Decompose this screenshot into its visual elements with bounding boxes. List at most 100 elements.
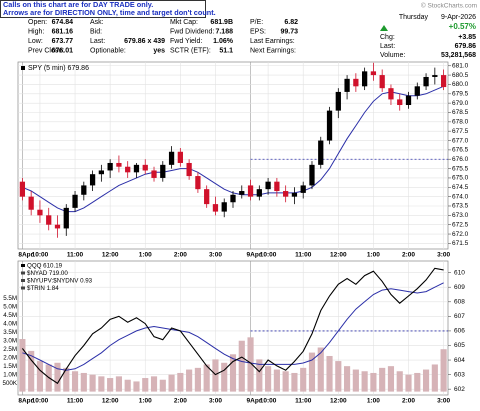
y-tick-label: 671.5 (452, 240, 469, 247)
y2-tick-label: 604 (454, 357, 465, 364)
candle-body (309, 164, 315, 186)
volume-bar (300, 367, 307, 392)
quote-value: 7.188 (215, 28, 233, 35)
volume-bar (203, 364, 210, 392)
price-line (21, 267, 444, 385)
chart-title: SPY (5 min) 679.86 (28, 65, 89, 72)
candle-body (326, 110, 333, 141)
x-tick-label: 12:00 (102, 252, 119, 259)
quote-label: Optionable: (90, 47, 126, 54)
candle-body (247, 185, 254, 197)
x-tick-label: 2:00 (174, 398, 187, 405)
note-line: Calls on this chart are for DAY TRADE on… (3, 0, 153, 9)
volume-bar (431, 364, 438, 392)
quote-label: P/E: (250, 19, 263, 26)
volume-bar (80, 372, 87, 392)
volume-bar (229, 354, 237, 392)
y-tick-label: 3.5M (3, 329, 17, 336)
quote-label: Next Earnings: (250, 47, 296, 54)
legend-label: QQQ 610.19 (27, 263, 63, 270)
volume-bar (308, 352, 316, 392)
y-tick-label: 676.0 (452, 156, 469, 163)
candle-body (265, 181, 271, 190)
candle-body (204, 189, 210, 205)
quote-label: Low: (28, 38, 43, 45)
copyright: © StockCharts.com (421, 2, 477, 10)
quote-label: Open: (28, 19, 47, 26)
volume-bar (212, 359, 219, 392)
candle-body (63, 207, 69, 229)
y-tick-label: 2.5M (3, 346, 17, 353)
quote-label: Ask: (90, 19, 104, 26)
y-tick-label: 673.5 (452, 203, 469, 210)
x-tick-label: 1:00 (367, 398, 380, 405)
y2-tick-label: 610 (454, 269, 465, 276)
y-tick-label: 680.0 (452, 81, 469, 88)
y-tick-label: 5.0M (3, 303, 17, 310)
y2-tick-label: 608 (454, 299, 465, 306)
y-tick-label: 675.0 (452, 175, 469, 182)
weekday: Thursday (399, 14, 429, 21)
y-tick-label: 500K (3, 380, 18, 387)
candle-body (221, 202, 227, 212)
candle-body (37, 209, 43, 216)
candle-body (160, 164, 166, 178)
y2-tick-label: 605 (454, 342, 465, 349)
x-tick-label: 1:00 (367, 252, 380, 259)
candle-body (432, 75, 438, 77)
volume-bar (71, 371, 79, 392)
volume-bar (370, 372, 377, 392)
legend-swatch (21, 66, 25, 70)
x-tick-label: 12:00 (102, 398, 119, 405)
volume-bar (291, 372, 298, 392)
volume-bar (133, 381, 140, 392)
volume-bar (273, 369, 280, 392)
volume-bar (168, 374, 175, 392)
y-tick-label: 677.5 (452, 128, 469, 135)
x-tick-label: 10:00 (32, 252, 49, 259)
candle-body (353, 78, 359, 87)
candle-body (195, 176, 201, 190)
quote-value: 1.06% (213, 38, 234, 45)
volume-bar (344, 366, 351, 392)
candle-body (440, 75, 447, 88)
quote-value: 99.73 (280, 28, 298, 35)
volume-bar (405, 374, 412, 392)
chg-label: Chg: (380, 34, 395, 41)
volume-bar (414, 372, 421, 392)
y-tick-label: 676.5 (452, 147, 469, 154)
moving-average (22, 282, 444, 371)
candle-body (54, 224, 61, 229)
volume-bar (247, 337, 254, 392)
volume-bar (194, 367, 201, 392)
volume-bar (54, 362, 61, 392)
y-tick-label: 678.0 (452, 119, 469, 126)
quote-value: 679.86 x 439 (124, 38, 165, 45)
last-label: Last: (380, 43, 395, 50)
x-tick-label: 2:00 (402, 252, 415, 259)
y-tick-label: 2.0M (3, 354, 17, 361)
volume-bar (317, 347, 324, 392)
volume-bar (379, 367, 386, 392)
volume-bar (326, 355, 333, 392)
candle-body (300, 185, 306, 193)
last: 679.86 (455, 43, 477, 50)
quote-label: EPS: (250, 28, 266, 35)
candle-body (72, 194, 78, 208)
candle-body (423, 76, 429, 87)
y2-tick-label: 606 (454, 328, 465, 335)
x-tick-label: 12:00 (330, 398, 347, 405)
quote-label: Mkt Cap: (170, 19, 198, 26)
volume-bar (28, 350, 35, 392)
candle-body (81, 185, 87, 195)
volume-bar (256, 359, 263, 392)
volume-bar (387, 366, 395, 392)
volume-bar (107, 378, 114, 392)
quote-value: 673.77 (52, 38, 74, 45)
candle-body (177, 151, 183, 163)
volume-bar (422, 369, 430, 392)
y-tick-label: 674.0 (452, 193, 469, 200)
quote-value: 51.1 (219, 47, 233, 54)
